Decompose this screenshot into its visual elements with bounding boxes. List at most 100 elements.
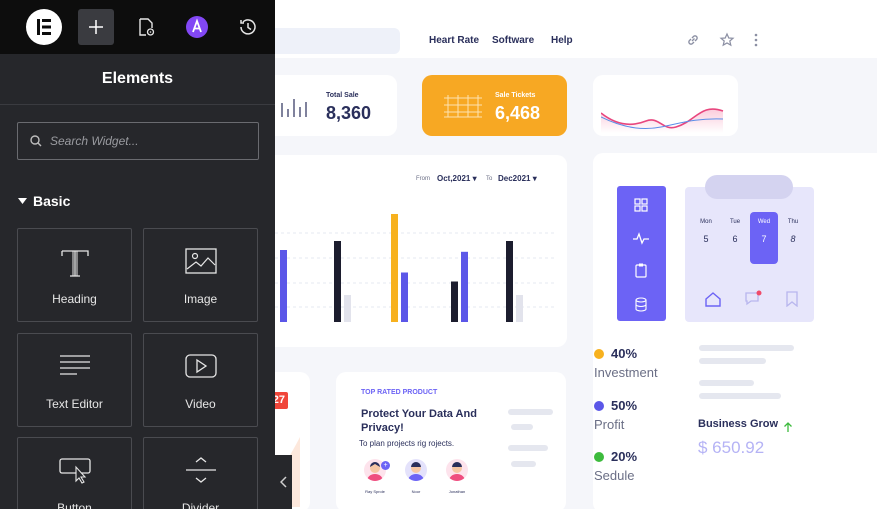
- grid-icon[interactable]: [634, 198, 648, 212]
- total-sale-label: Total Sale: [326, 92, 359, 99]
- search-widget-input[interactable]: [50, 132, 250, 150]
- theme-builder-button[interactable]: [179, 9, 215, 45]
- nav-help[interactable]: Help: [551, 35, 573, 46]
- placeholder-line: [511, 461, 536, 467]
- more-icon[interactable]: [748, 32, 764, 48]
- divider-icon: [185, 457, 216, 483]
- placeholder-line: [699, 380, 754, 386]
- basic-section-toggle[interactable]: Basic: [18, 193, 70, 209]
- history-icon: [240, 19, 256, 35]
- chart-bar: [334, 241, 341, 322]
- link-icon[interactable]: [685, 32, 701, 48]
- widget-button[interactable]: Button: [17, 437, 132, 509]
- dashboard-search[interactable]: [275, 28, 400, 54]
- divider: [0, 104, 275, 105]
- elementor-logo-icon[interactable]: [26, 9, 62, 45]
- database-icon[interactable]: [635, 297, 647, 312]
- person-name: Ray Sprole: [365, 489, 385, 494]
- avatar[interactable]: [446, 459, 468, 481]
- chart-bar: [461, 251, 468, 322]
- nav-heart-rate[interactable]: Heart Rate: [429, 35, 480, 46]
- chart-bar: [516, 295, 523, 322]
- page-canvas: Heart Rate Software Help Total Sale 8,36…: [275, 0, 877, 509]
- search-widget-box[interactable]: [17, 122, 259, 160]
- chart-bar: [401, 272, 408, 322]
- arrow-up-icon: [784, 422, 792, 432]
- bar-chart-card: From Oct,2021 ▾ To Dec2021 ▾: [275, 155, 567, 347]
- placeholder-line: [508, 409, 553, 415]
- chart-bar: [280, 250, 287, 322]
- chart-bar: [506, 241, 513, 322]
- chart-bar: [344, 295, 351, 322]
- profit-label: Profit: [594, 417, 625, 432]
- date-from-label: From: [416, 176, 430, 182]
- total-sale-value: 8,360: [326, 103, 372, 123]
- add-icon[interactable]: +: [381, 461, 390, 470]
- placeholder-line: [699, 345, 794, 351]
- page-settings-icon: [139, 18, 155, 36]
- search-icon: [30, 135, 42, 147]
- button-icon: [58, 458, 91, 484]
- pulse-icon[interactable]: [633, 231, 649, 245]
- section-title: Basic: [33, 193, 71, 209]
- widget-label: Button: [57, 501, 92, 509]
- count-badge: 27: [275, 392, 288, 409]
- calendar-tab: [705, 175, 793, 199]
- total-sale-card: Total Sale 8,360: [275, 75, 397, 136]
- date-6[interactable]: 6: [732, 234, 738, 244]
- nav-software[interactable]: Software: [492, 35, 535, 46]
- widget-image[interactable]: Image: [143, 228, 258, 322]
- add-element-button[interactable]: [78, 9, 114, 45]
- day-mon: Mon: [700, 219, 712, 225]
- theme-icon: [186, 16, 208, 38]
- date-to-label: To: [486, 176, 493, 182]
- placeholder-line: [511, 424, 533, 430]
- chart-bar: [391, 214, 398, 322]
- mini-bars-graphic: [281, 99, 307, 117]
- widget-text-editor[interactable]: Text Editor: [17, 333, 132, 427]
- date-8[interactable]: 8: [790, 234, 796, 244]
- mini-sidebar: [617, 186, 666, 321]
- person-name: Jonathan: [448, 489, 466, 494]
- page-settings-button[interactable]: [128, 9, 164, 45]
- sedule-dot: [594, 452, 604, 462]
- widget-label: Video: [185, 397, 216, 411]
- caret-down-icon: [18, 198, 27, 204]
- bar-chart: [275, 214, 557, 322]
- chart-bar: [451, 281, 458, 322]
- chat-icon[interactable]: [743, 290, 763, 307]
- bookmark-icon[interactable]: [785, 291, 799, 307]
- image-icon: [184, 248, 217, 274]
- investment-pct: 40%: [611, 346, 638, 361]
- product-card: TOP RATED PRODUCT Protect Your Data And …: [336, 372, 566, 509]
- profit-pct: 50%: [611, 398, 638, 413]
- avatar[interactable]: [364, 459, 386, 481]
- sale-tickets-label: Sale Tickets: [495, 92, 536, 99]
- clipboard-icon[interactable]: [635, 263, 647, 278]
- widget-label: Heading: [52, 292, 97, 306]
- placeholder-line: [508, 445, 548, 451]
- history-button[interactable]: [230, 9, 266, 45]
- widget-heading[interactable]: Heading: [17, 228, 132, 322]
- date-to-select[interactable]: Dec2021 ▾: [498, 174, 537, 183]
- date-from-select[interactable]: Oct,2021 ▾: [437, 174, 477, 183]
- elements-panel: Elements Basic Heading Image Text Editor…: [0, 0, 275, 509]
- business-grow-title: Business Grow: [698, 418, 779, 430]
- widget-video[interactable]: Video: [143, 333, 258, 427]
- date-7[interactable]: 7: [761, 234, 767, 244]
- selected-day-highlight[interactable]: [750, 212, 778, 264]
- trend-card: [593, 75, 738, 136]
- collapse-panel-button[interactable]: [275, 455, 292, 509]
- star-icon[interactable]: [719, 32, 735, 48]
- avatar[interactable]: [405, 459, 427, 481]
- date-5[interactable]: 5: [703, 234, 709, 244]
- sedule-label: Sedule: [594, 468, 635, 483]
- home-icon[interactable]: [704, 291, 722, 307]
- day-tue: Tue: [729, 219, 741, 225]
- video-icon: [184, 354, 217, 378]
- widget-divider[interactable]: Divider: [143, 437, 258, 509]
- investment-dot: [594, 349, 604, 359]
- business-grow-value: $ 650.92: [698, 438, 765, 457]
- product-subtitle: To plan projects rig rojects.: [359, 439, 455, 448]
- profit-dot: [594, 401, 604, 411]
